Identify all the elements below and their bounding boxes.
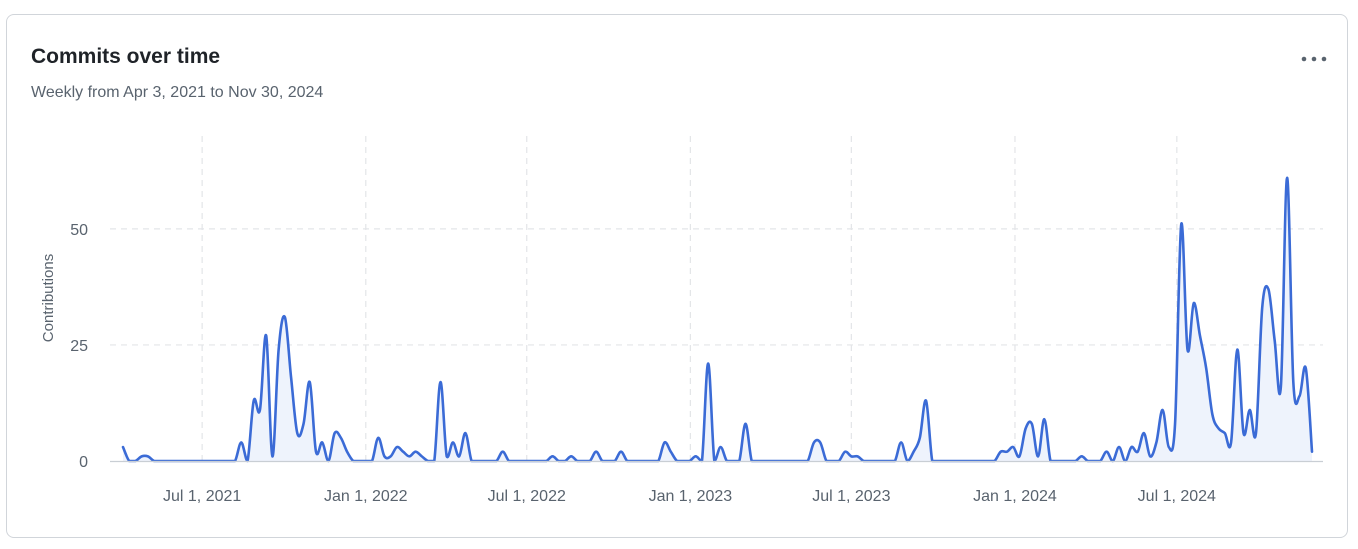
y-axis-title: Contributions — [40, 254, 57, 342]
x-tick-label: Jul 1, 2024 — [1138, 488, 1216, 505]
area-layer — [121, 176, 1314, 463]
series-line — [121, 176, 1314, 463]
x-tick-label: Jul 1, 2023 — [812, 488, 890, 505]
y-tick-label: 50 — [70, 222, 88, 239]
y-tick-label: 25 — [70, 338, 88, 355]
label-layer: 0 25 50 Jul 1, 2021 Jan 1, 2022 Jul 1, 2022 Ja… — [70, 222, 1216, 505]
series-area-fill — [123, 177, 1312, 461]
x-tick-label: Jan 1, 2022 — [324, 488, 408, 505]
x-tick-label: Jan 1, 2023 — [649, 488, 733, 505]
kebab-horizontal-icon[interactable] — [1297, 45, 1331, 73]
chart-title: Commits over time — [31, 45, 221, 68]
grid-layer — [110, 136, 1323, 461]
chart-subtitle: Weekly from Apr 3, 2021 to Nov 30, 2024 — [31, 84, 324, 101]
y-tick-label: 0 — [79, 454, 88, 471]
x-tick-label: Jul 1, 2021 — [163, 488, 241, 505]
x-tick-label: Jan 1, 2024 — [973, 488, 1057, 505]
commits-chart-card: Commits over time Weekly from Apr 3, 202… — [6, 14, 1348, 538]
x-tick-label: Jul 1, 2022 — [488, 488, 566, 505]
